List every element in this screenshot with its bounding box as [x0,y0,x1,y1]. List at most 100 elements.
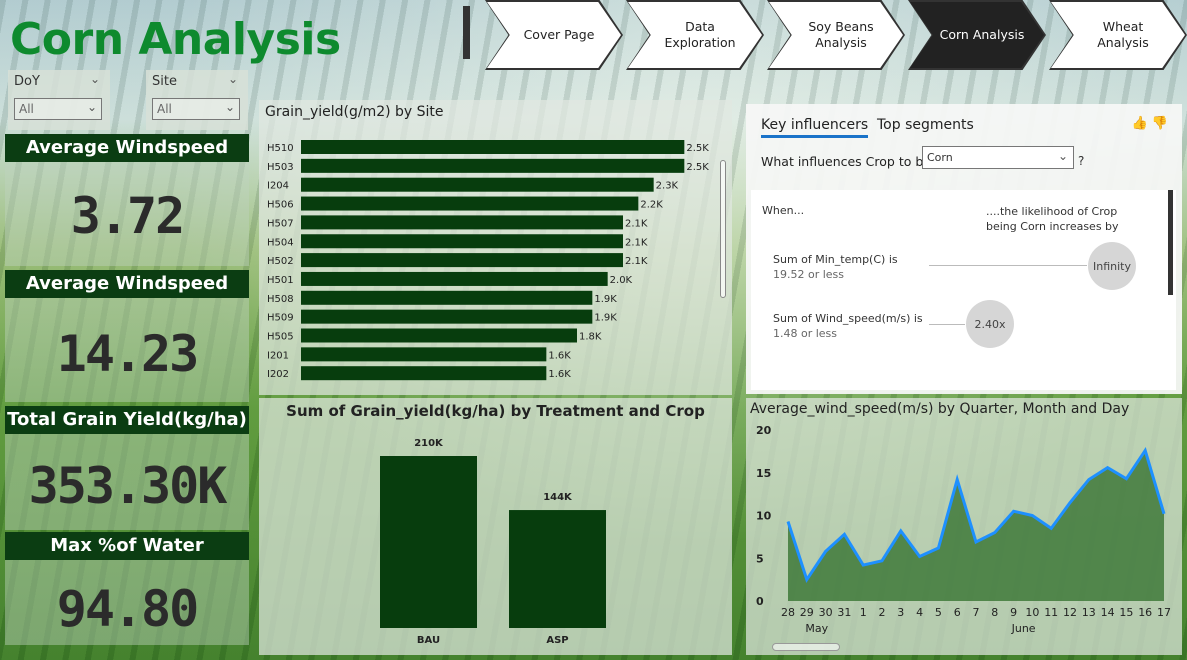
wind-x-tick: 29 [800,606,814,619]
treatment-chart-panel: Sum of Grain_yield(kg/ha) by Treatment a… [259,398,732,655]
site-dropdown[interactable]: All ⌄ [152,98,240,120]
wind-x-tick: 31 [837,606,851,619]
site-category-label: I202 [267,369,289,380]
wind-x-tick: 11 [1044,606,1058,619]
site-category-label: H508 [267,294,294,305]
nav-soy-beans-analysis[interactable]: Soy Beans Analysis [767,0,905,70]
slicer-value: All [157,102,172,116]
kpi-card-max-water: Max %of Water 94.80 [5,532,249,645]
feedback-thumbs-icon[interactable]: 👍 👎 [1131,116,1168,131]
crop-select-value: Corn [927,151,953,164]
influencer-row[interactable]: Sum of Wind_speed(m/s) is 1.48 or less [773,311,923,341]
influencer-row[interactable]: Sum of Min_temp(C) is 19.52 or less [773,252,898,282]
site-data-label: 2.1K [625,256,648,267]
site-data-label: 1.9K [594,313,617,324]
kpi-label: Average Windspeed [5,270,249,298]
tab-top-segments[interactable]: Top segments [877,117,974,133]
treatment-bar-chart: 210K BAU 144K ASP [380,438,606,646]
slicer-label: Site [152,74,177,89]
kpi-label: Total Grain Yield(kg/ha) [5,406,249,434]
nav-label: Data Exploration [628,2,762,68]
site-data-label: 2.5K [686,143,709,154]
wind-y-tick: 5 [756,552,764,565]
nav-corn-analysis[interactable]: Corn Analysis [908,0,1046,70]
site-category-label: H503 [267,162,294,173]
influence-bubble: Infinity [1088,242,1136,290]
site-chart-scrollbar[interactable] [720,160,726,298]
site-data-label: 2.3K [656,181,679,192]
site-bar-chart: H510 2.5K H503 2.5K I204 2.3K H506 2.2K H507 2.1K… [267,140,709,381]
wind-chart-scrollbar[interactable] [772,643,840,651]
title-divider [463,6,470,59]
tab-key-influencers[interactable]: Key influencers [761,117,869,138]
wind-x-tick: 4 [916,606,923,619]
wind-x-tick: 1 [860,606,867,619]
chevron-down-icon[interactable]: ⌄ [227,72,238,86]
chevron-down-icon: ⌄ [1057,149,1068,163]
site-bar [301,366,547,381]
wind-series-line [786,447,1166,584]
slicer-label: DoY [14,74,40,89]
wind-area-fill [788,450,1164,601]
chevron-down-icon[interactable]: ⌄ [89,72,100,86]
site-bar [301,177,654,192]
kpi-value: 94.80 [5,560,249,645]
site-data-label: 1.8K [579,332,602,343]
site-chart-title: Grain_yield(g/m2) by Site [265,104,444,120]
site-data-label: 2.1K [625,218,648,229]
wind-x-tick: 2 [879,606,886,619]
connector-line [929,324,965,325]
slicer-value: All [19,102,34,116]
influencer-question: What influences Crop to be [761,154,931,169]
influencer-threshold: 19.52 or less [773,268,845,281]
wind-x-tick: 6 [954,606,961,619]
wind-month-label: May [805,622,828,635]
help-icon[interactable]: ? [1078,154,1085,168]
treatment-chart-title: Sum of Grain_yield(kg/ha) by Treatment a… [286,402,705,420]
when-label: When... [762,204,805,217]
site-bar [301,158,685,173]
crop-select[interactable]: Corn ⌄ [922,146,1074,169]
treatment-data-label: 144K [543,492,573,503]
doy-slicer: DoY ⌄ All ⌄ [8,70,110,130]
page-title: Corn Analysis [10,14,341,65]
kpi-card-average-windspeed-2: Average Windspeed 14.23 [5,270,249,402]
wind-x-tick: 10 [1025,606,1039,619]
kpi-card-total-grain-yield: Total Grain Yield(kg/ha) 353.30K [5,406,249,530]
wind-chart-panel: Average_wind_speed(m/s) by Quarter, Mont… [746,398,1182,655]
wind-x-tick: 14 [1101,606,1115,619]
wind-x-tick: 7 [973,606,980,619]
wind-x-tick: 17 [1157,606,1171,619]
site-category-label: H502 [267,256,294,267]
nav-cover-page[interactable]: Cover Page [485,0,623,70]
key-influencers-visual: Key influencers Top segments 👍 👎 What in… [746,104,1182,394]
site-category-label: H509 [267,313,294,324]
site-bar [301,140,685,154]
influencers-list: When... ....the likelihood of Crop being… [751,190,1176,390]
wind-x-tick: 16 [1138,606,1152,619]
wind-chart-title: Average_wind_speed(m/s) by Quarter, Mont… [750,401,1130,417]
wind-x-tick: 8 [991,606,998,619]
doy-dropdown[interactable]: All ⌄ [14,98,102,120]
kpi-card-average-windspeed-1: Average Windspeed 3.72 [5,134,249,266]
site-data-label: 1.6K [548,369,571,380]
wind-y-tick: 0 [756,595,764,608]
treatment-bar [509,510,606,628]
kpi-value: 353.30K [5,434,249,530]
site-bar [301,328,577,343]
likelihood-label: ....the likelihood of Crop being Corn in… [986,205,1119,233]
site-bar [301,309,593,324]
kpi-value: 14.23 [5,298,249,402]
chevron-down-icon: ⌄ [86,100,97,114]
connector-line [929,265,1087,266]
influencer-condition: Sum of Wind_speed(m/s) is [773,312,923,325]
site-data-label: 2.1K [625,237,648,248]
influencer-condition: Sum of Min_temp(C) is [773,253,898,266]
treatment-category-label: BAU [417,635,440,646]
site-bar [301,234,623,249]
influencers-scrollbar[interactable] [1168,190,1173,295]
site-slicer: Site ⌄ All ⌄ [146,70,248,130]
wind-x-tick: 3 [897,606,904,619]
influencer-threshold: 1.48 or less [773,327,838,340]
chevron-down-icon: ⌄ [224,100,235,114]
